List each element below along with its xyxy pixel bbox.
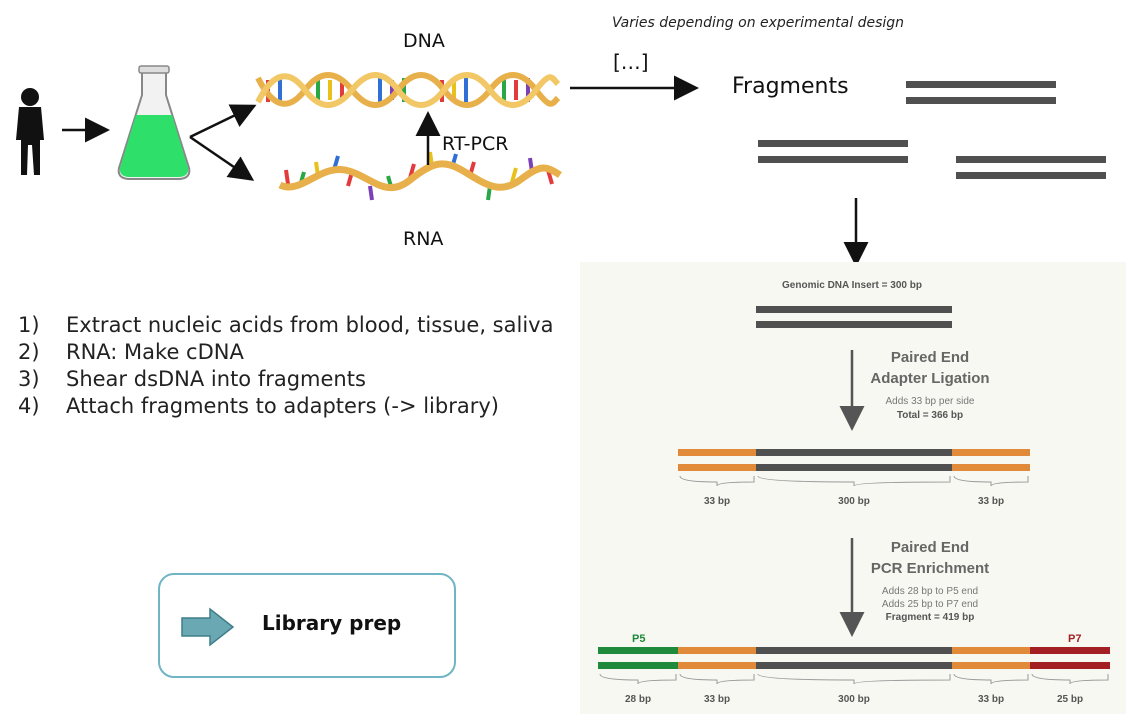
dna-helix-image	[255, 72, 561, 108]
step1-desc: Adds 33 bp per side	[886, 396, 975, 407]
seg1-label: 33 bp	[704, 496, 730, 507]
library-construction-panel	[580, 262, 1126, 714]
seg2-label: 300 bp	[838, 694, 870, 705]
design-note: Varies depending on experimental design	[612, 15, 905, 31]
enriched-fragment	[598, 647, 1110, 685]
p7-label: P7	[1068, 633, 1081, 645]
arrow-to-dna	[189, 104, 257, 139]
fragments-label: Fragments	[732, 74, 849, 99]
dna-label: DNA	[403, 30, 445, 52]
flask-icon	[117, 65, 191, 180]
step1-title-2: Adapter Ligation	[870, 370, 989, 387]
seg2-label: 33 bp	[704, 694, 730, 705]
steps-list: 1) Extract nucleic acids from blood, tiss…	[18, 312, 553, 420]
dna-fragments-graphic	[758, 81, 1106, 179]
ellipsis-label: […]	[613, 50, 649, 74]
seg2-label: 28 bp	[625, 694, 651, 705]
person-icon	[16, 88, 44, 175]
list-item: 2) RNA: Make cDNA	[18, 340, 244, 364]
list-item: 1) Extract nucleic acids from blood, tiss…	[18, 313, 554, 337]
step2-desc-1: Adds 28 bp to P5 end	[882, 586, 978, 597]
seg2-label: 25 bp	[1057, 694, 1083, 705]
seg1-label: 33 bp	[978, 496, 1004, 507]
rna-strand-image	[278, 151, 562, 201]
rtpcr-label: RT-PCR	[442, 133, 509, 155]
arrow-to-rna	[189, 135, 255, 181]
arrow-right-icon	[181, 607, 235, 647]
ligated-fragment	[678, 449, 1030, 487]
insert-strand-bottom	[756, 321, 952, 328]
library-construction-diagram: Genomic DNA Insert = 300 bp Paired End A…	[598, 280, 1110, 705]
step2-total: Fragment = 419 bp	[886, 612, 975, 623]
step2-desc-2: Adds 25 bp to P7 end	[882, 599, 978, 610]
library-prep-label: Library prep	[262, 611, 402, 635]
list-item: 4) Attach fragments to adapters (-> libra…	[18, 394, 499, 418]
seg1-label: 300 bp	[838, 496, 870, 507]
list-item: 3) Shear dsDNA into fragments	[18, 367, 366, 391]
rna-label: RNA	[403, 228, 444, 250]
seg2-label: 33 bp	[978, 694, 1004, 705]
insert-label: Genomic DNA Insert = 300 bp	[782, 280, 922, 291]
p5-label: P5	[632, 633, 645, 645]
step2-title-1: Paired End	[891, 539, 969, 556]
step2-title-2: PCR Enrichment	[871, 560, 989, 577]
step1-title-1: Paired End	[891, 349, 969, 366]
insert-strand-top	[756, 306, 952, 313]
step1-total: Total = 366 bp	[897, 410, 963, 421]
